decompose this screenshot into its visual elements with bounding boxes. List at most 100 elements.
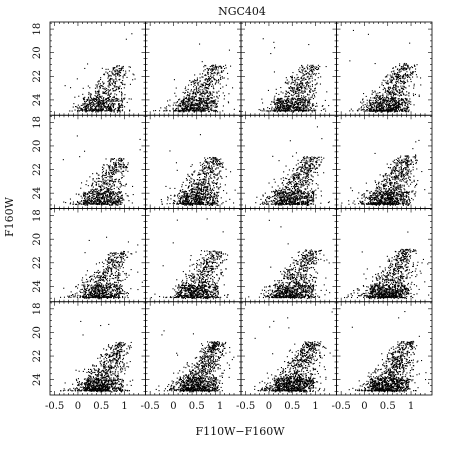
star-point [295,90,297,92]
star-point [280,108,282,110]
star-point [310,69,312,71]
star-point [102,92,104,94]
star-point [392,99,394,101]
star-point [387,83,389,85]
star-point [198,103,200,105]
star-point [93,198,95,200]
star-point [202,181,204,183]
star-point [100,197,102,199]
star-point [211,83,213,85]
star-point [391,79,393,81]
star-point [117,86,119,88]
star-point [196,104,198,106]
star-point [300,86,302,88]
star-point [84,110,86,112]
star-point [188,101,190,103]
star-point [91,102,93,104]
star-point [357,109,359,111]
star-point [389,107,391,109]
star-point [389,104,391,106]
star-point [375,95,377,97]
star-point [213,185,215,187]
star-point [108,100,110,102]
star-point [390,79,392,81]
star-point [113,109,115,111]
star-point [205,182,207,184]
star-point [387,101,389,103]
star-point [192,204,194,206]
star-point [85,202,87,204]
star-point [194,110,196,112]
star-point [204,186,206,188]
star-point [183,103,185,105]
star-point [403,85,405,87]
star-point [395,103,397,105]
star-point [308,94,310,96]
star-point [120,171,122,173]
star-point [285,93,287,95]
star-point [404,108,406,110]
star-point [97,105,99,107]
star-point [385,99,387,101]
star-point [200,193,202,195]
star-point [395,89,397,91]
star-point [92,197,94,199]
star-point [313,69,315,71]
star-point [88,197,90,199]
star-point [202,199,204,201]
star-point [290,90,292,92]
star-point [176,203,178,205]
star-point [110,161,112,163]
star-point [207,72,209,74]
star-point [100,78,102,80]
star-point [95,184,97,186]
star-point [93,193,95,195]
star-point [369,102,371,104]
star-point [90,94,92,96]
star-point [279,103,281,105]
star-point [172,104,174,106]
star-point [187,173,189,175]
star-point [396,90,398,92]
star-point [373,107,375,109]
star-point [117,193,119,195]
star-point [407,81,409,83]
star-point [295,81,297,83]
star-point [412,73,414,75]
star-point [399,91,401,93]
star-point [196,79,198,81]
star-point [167,199,169,201]
star-point [78,194,80,196]
star-point [214,173,216,175]
star-point [193,194,195,196]
star-point [111,108,113,110]
star-point [118,187,120,189]
star-point [92,179,94,181]
star-point [88,196,90,198]
star-point [187,106,189,108]
star-point [210,195,212,197]
star-point [113,158,115,160]
star-point [313,108,315,110]
star-point [279,107,281,109]
star-point [383,100,385,102]
star-point [183,191,185,193]
star-point [196,99,198,101]
star-point [115,164,117,166]
star-point [204,106,206,108]
star-point [211,193,213,195]
star-point [405,102,407,104]
star-point [95,201,97,203]
star-point [211,191,213,193]
star-point [313,73,315,75]
star-point [212,202,214,204]
star-point [311,84,313,86]
star-point [382,79,384,81]
star-point [408,95,410,97]
star-point [414,65,416,67]
star-point [112,100,114,102]
star-point [110,172,112,174]
star-point [349,60,351,62]
star-point [100,105,102,107]
star-point [400,79,402,81]
